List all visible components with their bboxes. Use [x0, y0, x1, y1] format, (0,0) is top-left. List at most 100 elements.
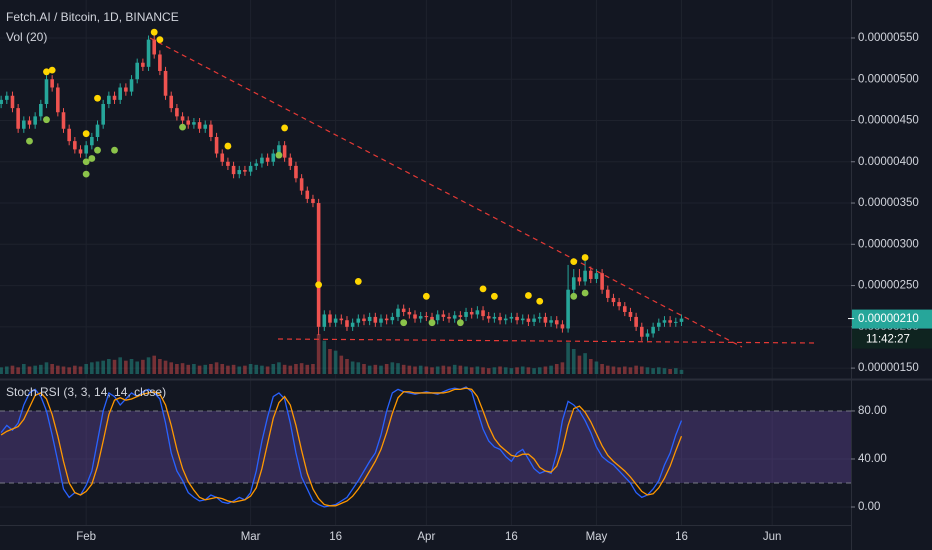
- candle-body: [22, 120, 26, 129]
- countdown-label: 11:42:27: [866, 334, 910, 346]
- signal-dot: [456, 319, 464, 327]
- signal-dot: [150, 28, 158, 36]
- volume-bar: [90, 362, 94, 374]
- candle-body: [146, 39, 151, 67]
- volume-bar: [158, 359, 162, 374]
- volume-bar: [356, 362, 361, 374]
- candle-body: [192, 122, 196, 125]
- signal-dot: [570, 258, 578, 266]
- candle-body: [588, 270, 593, 279]
- candle-body: [226, 161, 230, 166]
- candle-body: [515, 316, 519, 321]
- volume-bar: [299, 363, 304, 374]
- y-tick-label: 40.00: [858, 453, 887, 465]
- candle-body: [492, 316, 497, 319]
- candle-body: [356, 318, 361, 323]
- x-tick-label: 16: [505, 531, 518, 543]
- candle-body: [95, 124, 100, 138]
- stoch-title: Stoch RSI (3, 3, 14, 14, close): [6, 385, 166, 399]
- volume-bar: [124, 360, 128, 374]
- candle-body: [271, 153, 276, 162]
- signal-dot: [490, 292, 498, 300]
- candle-body: [282, 145, 287, 158]
- volume-title: Vol (20): [6, 30, 47, 44]
- candle-body: [294, 165, 298, 179]
- volume-bar: [588, 359, 593, 374]
- signal-dot: [570, 292, 578, 300]
- candle-body: [50, 79, 54, 88]
- candle-body: [158, 54, 162, 71]
- volume-bar: [305, 364, 310, 374]
- candle-body: [566, 289, 570, 329]
- signal-dot: [179, 123, 186, 131]
- volume-bar: [282, 364, 287, 374]
- volume-bar: [350, 361, 355, 374]
- signal-dot: [428, 319, 436, 327]
- volume-bar: [243, 365, 247, 374]
- volume-bar: [401, 364, 406, 374]
- candle-body: [532, 318, 536, 322]
- x-tick-label: Feb: [76, 531, 96, 543]
- candle-body: [481, 310, 485, 317]
- signal-dot: [48, 66, 56, 74]
- volume-bar: [657, 367, 661, 374]
- signal-dot: [354, 278, 362, 285]
- volume-bar: [322, 340, 327, 374]
- signal-dot: [281, 124, 289, 132]
- candle-body: [605, 289, 610, 298]
- signal-dot: [422, 292, 430, 300]
- candle-body: [231, 165, 236, 175]
- volume-bar: [95, 361, 100, 374]
- volume-bar: [84, 364, 88, 374]
- volume-bar: [492, 367, 497, 374]
- candle-body: [328, 314, 332, 323]
- volume-bar: [668, 369, 672, 374]
- volume-bar: [554, 364, 559, 374]
- volume-bar: [634, 365, 638, 374]
- volume-bar: [345, 359, 349, 374]
- volume-bar: [617, 367, 621, 374]
- volume-bar: [0, 367, 3, 374]
- candle-body: [107, 95, 111, 104]
- candle-body: [90, 137, 94, 146]
- stoch-layer: [0, 386, 683, 508]
- signal-dot: [156, 36, 164, 44]
- candle-body: [662, 320, 667, 323]
- candle-body: [350, 322, 355, 327]
- volume-bar: [481, 367, 485, 374]
- y-tick-label: 0.00000400: [858, 156, 919, 168]
- candle-body: [73, 141, 77, 150]
- volume-bar: [10, 365, 15, 374]
- volume-bar: [509, 368, 514, 374]
- volume-bar: [424, 366, 429, 374]
- x-tick-label: Mar: [241, 531, 261, 543]
- volume-bar: [50, 364, 54, 374]
- candle-body: [628, 311, 633, 317]
- volume-bar: [435, 366, 440, 374]
- candle-body: [577, 277, 582, 282]
- volume-bar: [27, 366, 32, 374]
- candle-body: [163, 70, 168, 96]
- signal-dot: [581, 254, 589, 261]
- signal-dot: [536, 297, 544, 305]
- volume-bar: [498, 366, 502, 374]
- volume-bar: [316, 334, 321, 374]
- volume-bar: [186, 364, 191, 374]
- candle-body: [129, 79, 134, 92]
- volume-bar: [56, 365, 60, 374]
- candle-body: [464, 311, 468, 317]
- candle-body: [571, 277, 576, 290]
- volume-bar: [311, 364, 315, 374]
- candle-body: [657, 322, 661, 327]
- candle-body: [486, 316, 491, 319]
- candle-body: [668, 320, 672, 323]
- candle-body: [645, 333, 650, 337]
- candle-body: [526, 318, 531, 322]
- candle-body: [180, 116, 185, 121]
- candle-body: [56, 87, 60, 113]
- volume-bar: [67, 367, 71, 374]
- candle-body: [0, 99, 3, 104]
- volume-bar: [622, 366, 627, 374]
- candle-body: [679, 318, 684, 322]
- volume-bar: [169, 362, 174, 374]
